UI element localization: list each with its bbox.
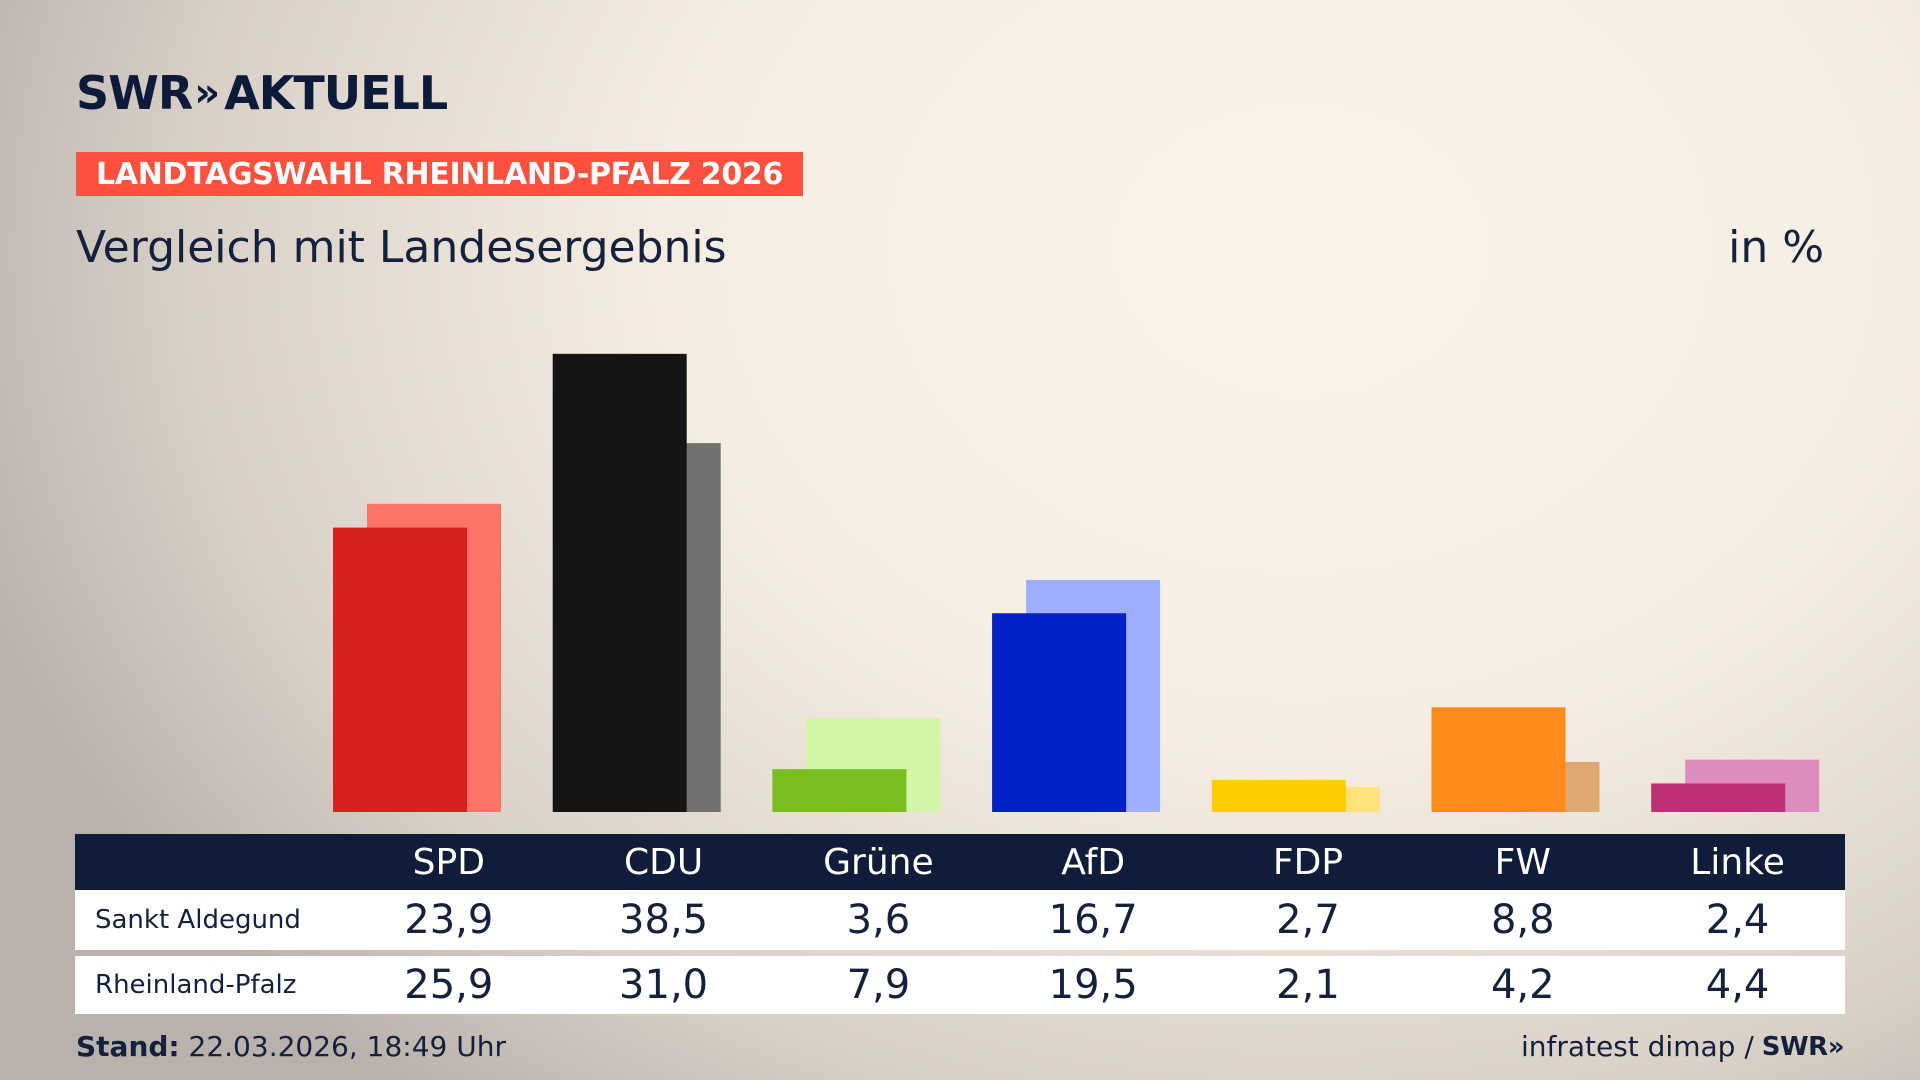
- results-table: SPD CDU Grüne AfD FDP FW Linke Sankt Ald…: [75, 834, 1845, 1014]
- value-cell: 25,9: [404, 962, 494, 1008]
- logo-suffix: AKTUELL: [224, 66, 448, 120]
- bar-chart: [333, 353, 1820, 812]
- value-cell: 4,2: [1490, 962, 1555, 1008]
- value-cell: 19,5: [1048, 962, 1138, 1008]
- value-cell: 31,0: [619, 962, 709, 1008]
- value-cell: 38,5: [619, 897, 709, 943]
- row-label: Rheinland-Pfalz: [95, 970, 297, 1000]
- bar-local-fdp: [1211, 779, 1346, 812]
- source-credit: infratest dimap / SWR»: [1520, 1030, 1845, 1063]
- value-cell: 4,4: [1705, 962, 1770, 1008]
- value-cell: 2,1: [1276, 962, 1340, 1008]
- value-cell: 8,8: [1490, 897, 1555, 943]
- party-header-spd: SPD: [412, 841, 485, 883]
- party-header-fw: FW: [1494, 841, 1551, 883]
- row-label: Sankt Aldegund: [95, 905, 301, 935]
- timestamp: Stand: 22.03.2026, 18:49 Uhr: [76, 1030, 506, 1063]
- bar-local-spd: [333, 527, 467, 812]
- party-header-fdp: FDP: [1272, 841, 1344, 883]
- bar-local-fw: [1431, 707, 1566, 812]
- table-row-local: Sankt Aldegund 23,9 38,5 3,6 16,7 2,7 8,…: [75, 890, 1845, 950]
- swr-mini-logo: SWR»: [1761, 1031, 1845, 1062]
- value-cell: 2,7: [1276, 897, 1340, 943]
- stand-value: 22.03.2026, 18:49 Uhr: [188, 1030, 506, 1063]
- value-cell: 3,6: [846, 897, 911, 943]
- logo-text: SWR: [76, 66, 193, 120]
- value-cell: 2,4: [1705, 897, 1770, 943]
- table-header: SPD CDU Grüne AfD FDP FW Linke: [75, 834, 1845, 890]
- value-cell: 16,7: [1048, 897, 1138, 943]
- bar-local-cdu: [552, 353, 687, 812]
- value-cell: 23,9: [404, 897, 494, 943]
- party-header-linke: Linke: [1690, 841, 1785, 883]
- party-header-gruene: Grüne: [823, 841, 934, 883]
- swr-aktuell-logo: SWR » AKTUELL: [76, 66, 448, 120]
- bar-local-afd: [992, 613, 1127, 812]
- source-text: infratest dimap /: [1520, 1030, 1754, 1063]
- chart-subtitle: Vergleich mit Landesergebnis: [76, 222, 727, 273]
- party-header-cdu: CDU: [623, 841, 704, 883]
- value-cell: 7,9: [846, 962, 911, 1008]
- election-badge: LANDTAGSWAHL RHEINLAND-PFALZ 2026: [76, 152, 804, 196]
- table-row-state: Rheinland-Pfalz 25,9 31,0 7,9 19,5 2,1 4…: [75, 956, 1845, 1014]
- bar-local-linke: [1651, 783, 1786, 812]
- party-header-afd: AfD: [1061, 841, 1126, 883]
- bar-local-grne: [772, 769, 907, 812]
- unit-label: in %: [1728, 222, 1824, 273]
- stand-label: Stand:: [76, 1030, 180, 1063]
